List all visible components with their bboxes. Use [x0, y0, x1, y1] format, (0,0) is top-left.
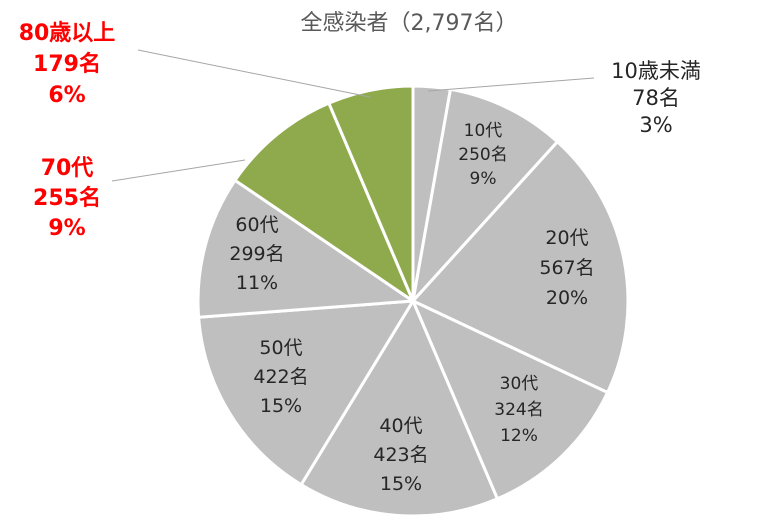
slice-label-name: 70代 — [41, 156, 94, 181]
slice-label-count: 299名 — [229, 243, 284, 265]
pie-slice-7 — [232, 101, 417, 306]
leader-line-7 — [111, 159, 246, 182]
slice-label-count: 78名 — [632, 86, 680, 110]
pie-slice-8 — [326, 84, 415, 302]
leader-line-8 — [137, 49, 371, 98]
slice-label-percent: 15% — [260, 395, 302, 417]
slice-label-count: 567名 — [539, 257, 594, 279]
pie-slices — [196, 84, 630, 518]
pie-labels: 10歳未満 78名 3% 10代 250名 9% 20代 567名 20% 30代 324名 12% 4… — [19, 21, 701, 495]
slice-label-2: 20代 567名 20% — [539, 227, 594, 309]
slice-label-0: 10歳未満 78名 3% — [611, 59, 701, 137]
slice-label-percent: 11% — [236, 272, 278, 294]
slice-label-name: 50代 — [259, 337, 302, 359]
slice-label-name: 60代 — [235, 214, 278, 236]
slice-label-count: 255名 — [33, 185, 101, 211]
pie-slice-4 — [299, 297, 500, 518]
slice-label-name: 80歳以上 — [19, 21, 116, 46]
slice-label-count: 422名 — [253, 366, 308, 388]
pie-slice-1 — [410, 87, 560, 306]
pie-slice-2 — [410, 139, 630, 395]
pie-slice-5 — [197, 299, 416, 487]
slice-label-4: 40代 423名 15% — [373, 415, 428, 495]
slice-label-name: 10歳未満 — [611, 59, 701, 83]
pie-slice-3 — [410, 297, 610, 501]
slice-label-name: 30代 — [500, 374, 539, 394]
slice-label-name: 40代 — [379, 415, 422, 437]
slice-label-percent: 3% — [639, 113, 672, 137]
slice-label-name: 20代 — [545, 227, 588, 249]
slice-label-count: 324名 — [494, 400, 543, 420]
slice-label-8: 80歳以上 179名 6% — [19, 21, 116, 108]
slice-label-1: 10代 250名 9% — [458, 121, 507, 189]
slice-label-3: 30代 324名 12% — [494, 374, 543, 446]
slice-label-percent: 12% — [500, 426, 538, 446]
slice-label-percent: 6% — [48, 83, 85, 108]
pie-slice-6 — [196, 178, 418, 319]
slice-label-percent: 20% — [546, 287, 588, 309]
slice-label-count: 423名 — [373, 444, 428, 466]
slice-label-5: 50代 422名 15% — [253, 337, 308, 417]
slice-label-percent: 9% — [48, 216, 85, 241]
slice-label-percent: 9% — [470, 169, 497, 189]
slice-label-name: 10代 — [464, 121, 503, 141]
chart-title: 全感染者（2,797名） — [301, 11, 518, 36]
slice-label-count: 179名 — [33, 51, 101, 77]
slice-label-percent: 15% — [380, 473, 422, 495]
slice-label-count: 250名 — [458, 145, 507, 165]
leader-line-0 — [427, 77, 595, 92]
slice-label-7: 70代 255名 9% — [33, 156, 101, 241]
slice-label-6: 60代 299名 11% — [229, 214, 284, 294]
